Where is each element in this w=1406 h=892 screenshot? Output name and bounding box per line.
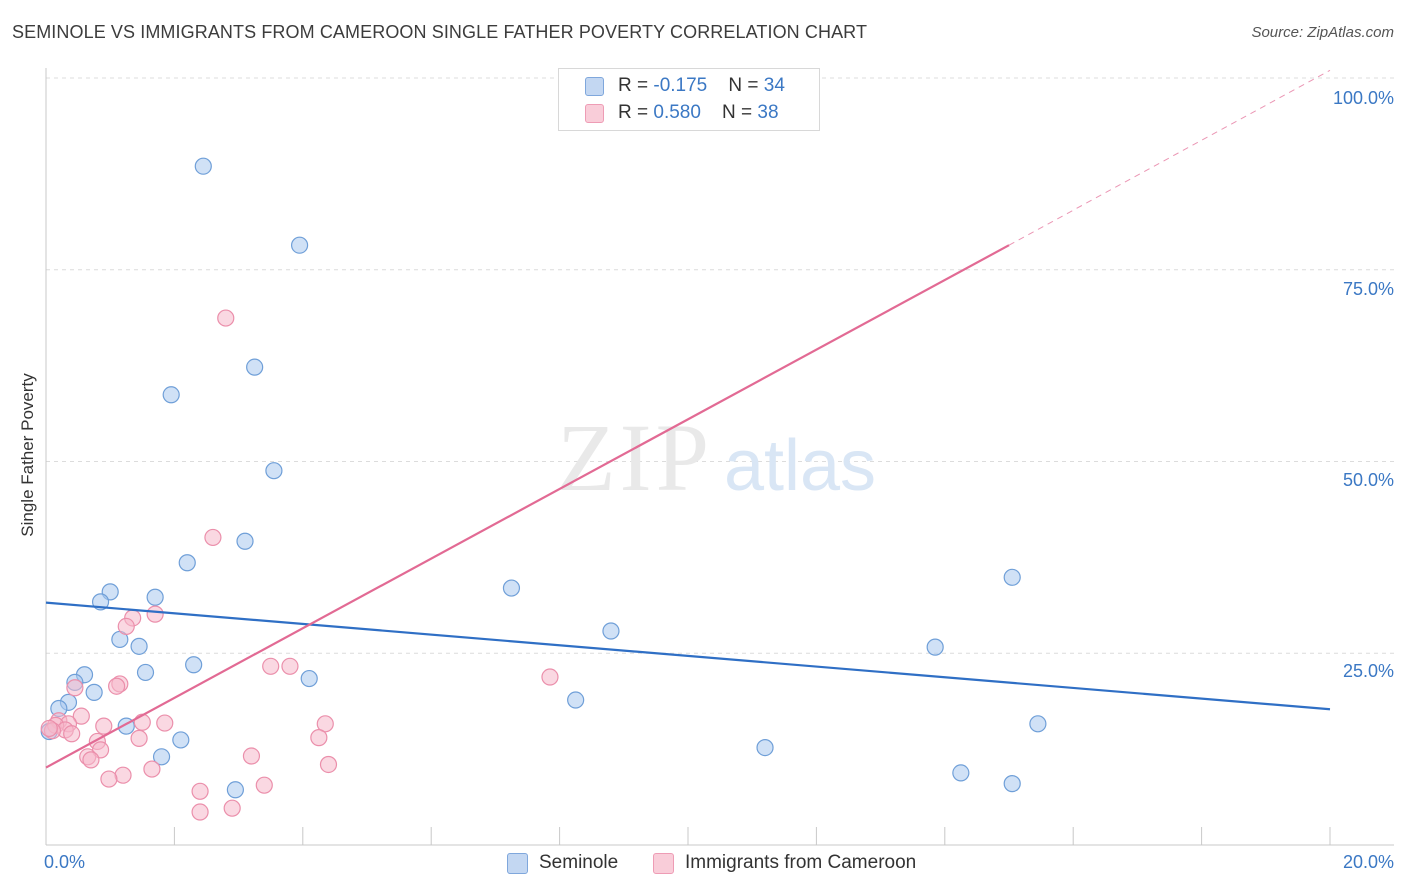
seminole-point: [194, 157, 212, 175]
seminole-point: [152, 748, 171, 766]
cameroon-point: [281, 657, 299, 675]
y-tick-label-25: 25.0%: [1342, 661, 1394, 681]
cameroon-point: [242, 747, 261, 765]
cameroon-point: [114, 766, 132, 784]
cameroon-point: [541, 668, 559, 686]
chart-title: SEMINOLE VS IMMIGRANTS FROM CAMEROON SIN…: [12, 22, 868, 42]
cameroon-point: [100, 770, 118, 788]
cameroon-point: [191, 803, 209, 821]
axes: [45, 68, 1394, 846]
cameroon-point: [316, 715, 334, 733]
trend-lines: [45, 69, 1331, 769]
seminole-r-label: R =: [618, 75, 654, 96]
seminole-point: [502, 579, 521, 597]
seminole-point: [136, 663, 155, 682]
cameroon-point: [255, 776, 273, 794]
cameroon-point: [204, 528, 222, 547]
legend-cameroon-swatch: [653, 853, 674, 874]
cameroon-point: [40, 719, 58, 738]
legend-cameroon-label: Immigrants from Cameroon: [685, 852, 917, 873]
cameroon-point: [117, 617, 135, 636]
cameroon-r-value: 0.580: [653, 102, 701, 123]
seminole-point: [1003, 775, 1021, 793]
seminole-point: [756, 738, 774, 757]
cameroon-n-label: N =: [722, 102, 758, 123]
y-tick-label-50: 50.0%: [1342, 470, 1394, 490]
seminole-point: [300, 669, 318, 688]
cameroon-point: [191, 782, 209, 800]
seminole-point: [246, 358, 264, 376]
cameroon-point: [223, 799, 241, 817]
seminole-point: [172, 731, 190, 749]
seminole-point: [130, 637, 148, 655]
seminole-point: [567, 691, 585, 709]
seminole-point: [1003, 568, 1021, 586]
cameroon-trend-extension: [1008, 69, 1331, 246]
seminole-point: [952, 764, 970, 782]
cameroon-point: [130, 729, 148, 747]
cameroon-point: [82, 751, 100, 769]
cameroon-n-value: 38: [757, 102, 779, 123]
seminole-point: [85, 683, 103, 701]
seminole-point: [162, 386, 180, 404]
seminole-point: [602, 622, 620, 640]
data-points: [40, 157, 1047, 821]
seminole-point: [146, 588, 164, 606]
seminole-trend-line: [45, 601, 1331, 711]
cameroon-point: [143, 760, 161, 778]
cameroon-point: [146, 605, 164, 623]
cameroon-swatch: [585, 104, 604, 123]
seminole-point: [236, 532, 254, 550]
watermark-zip: ZIP: [557, 404, 713, 511]
legend-seminole-label: Seminole: [539, 852, 619, 873]
source-label: Source: ZipAtlas.com: [1251, 24, 1394, 41]
watermark-atlas: atlas: [724, 426, 876, 506]
seminole-point: [265, 462, 283, 480]
cameroon-point: [217, 309, 235, 327]
cameroon-point: [133, 713, 151, 731]
seminole-point: [926, 638, 944, 656]
cameroon-point: [72, 707, 90, 725]
seminole-r-value: -0.175: [653, 75, 708, 96]
cameroon-trend-line: [45, 244, 1010, 769]
seminole-n-label: N =: [728, 75, 764, 96]
seminole-point: [185, 656, 203, 674]
cameroon-point: [95, 717, 113, 735]
cameroon-point: [63, 725, 81, 743]
x-tick-label-min: 0.0%: [44, 852, 86, 872]
seminole-point: [226, 781, 244, 799]
cameroon-point: [108, 677, 126, 695]
stats-legend: R = -0.175 N = 34 R = 0.580 N = 38: [558, 68, 820, 131]
seminole-point: [1029, 715, 1047, 733]
seminole-n-value: 34: [763, 75, 785, 96]
y-tick-label-100: 100.0%: [1332, 88, 1394, 108]
seminole-point: [290, 236, 309, 254]
watermark: ZIP atlas: [557, 404, 876, 511]
seminole-swatch: [585, 77, 604, 96]
cameroon-r-label: R =: [618, 102, 654, 123]
cameroon-point: [319, 755, 338, 774]
cameroon-point: [156, 714, 174, 732]
cameroon-point: [66, 679, 84, 697]
cameroon-point: [262, 657, 280, 675]
legend-seminole-swatch: [507, 853, 528, 874]
seminole-point: [178, 554, 196, 572]
x-tick-label-max: 20.0%: [1342, 852, 1394, 872]
y-tick-label-75: 75.0%: [1342, 279, 1394, 299]
cameroon-point: [310, 729, 328, 747]
gridlines: [46, 77, 1394, 654]
